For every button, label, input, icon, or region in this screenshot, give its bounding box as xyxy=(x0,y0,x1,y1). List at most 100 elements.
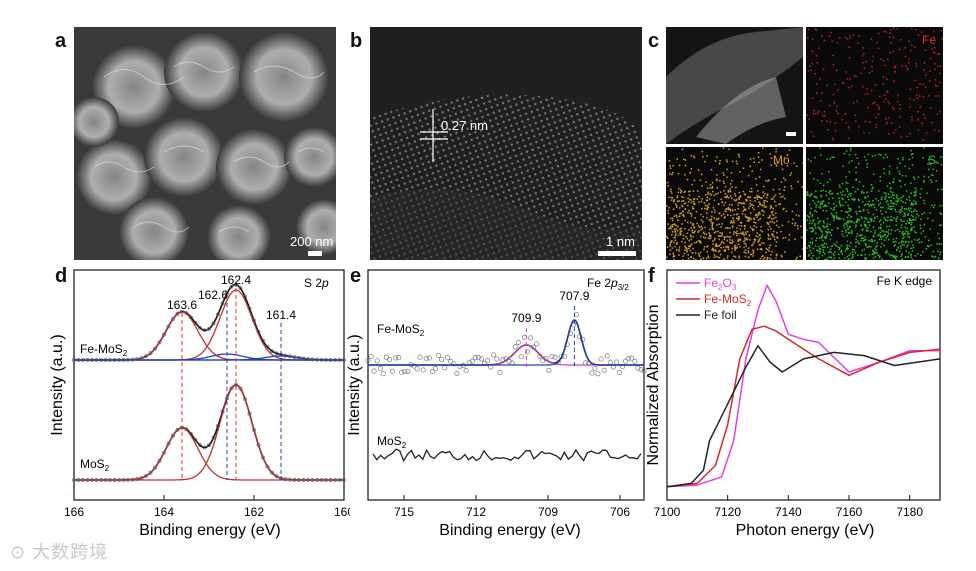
eds-dot xyxy=(900,247,902,249)
eds-dot xyxy=(722,259,725,260)
chart-d-point xyxy=(283,353,288,358)
eds-dot xyxy=(880,236,882,238)
eds-dot xyxy=(901,220,903,222)
eds-dot xyxy=(744,193,747,196)
eds-dot xyxy=(840,191,842,194)
eds-dot xyxy=(716,187,718,189)
eds-dot xyxy=(776,165,778,167)
eds-dot xyxy=(903,233,905,235)
eds-dot xyxy=(837,193,839,195)
eds-dot xyxy=(896,216,898,218)
eds-dot xyxy=(910,247,912,249)
eds-dot xyxy=(866,209,869,211)
eds-dot xyxy=(670,241,673,243)
eds-dot xyxy=(822,68,825,70)
eds-dot xyxy=(842,204,844,206)
eds-dot xyxy=(717,250,720,253)
eds-dot xyxy=(862,210,865,212)
eds-dot xyxy=(818,220,820,223)
eds-dot xyxy=(744,214,747,216)
eds-dot xyxy=(809,241,811,244)
eds-dot xyxy=(819,182,822,184)
eds-dot xyxy=(878,153,880,156)
eds-dot xyxy=(942,135,943,138)
eds-dot xyxy=(793,162,795,165)
eds-dot xyxy=(731,247,733,250)
eds-dot xyxy=(839,217,842,220)
eds-dot xyxy=(890,190,892,193)
eds-dot xyxy=(759,234,761,236)
eds-dot xyxy=(887,59,889,61)
eds-dot xyxy=(709,193,711,195)
eds-dot xyxy=(904,256,907,258)
eds-dot xyxy=(872,55,875,58)
eds-dot xyxy=(907,208,910,210)
chart-e-point xyxy=(420,367,426,373)
eds-dot xyxy=(849,147,852,150)
eds-dot xyxy=(884,233,886,236)
eds-dot xyxy=(700,213,702,216)
eds-dot xyxy=(850,149,852,152)
eds-dot xyxy=(823,39,826,42)
eds-dot xyxy=(904,215,906,217)
eds-dot xyxy=(698,254,700,256)
eds-dot xyxy=(800,236,803,239)
eds-dot xyxy=(769,207,772,209)
eds-dot xyxy=(890,202,893,204)
chart-e-point xyxy=(389,368,396,374)
eds-dot xyxy=(686,237,688,240)
eds-dot xyxy=(824,246,826,248)
eds-dot xyxy=(782,195,784,198)
eds-dot xyxy=(830,212,833,215)
eds-dot xyxy=(848,154,851,156)
eds-dot xyxy=(911,250,914,252)
eds-dot xyxy=(719,160,721,162)
eds-dot xyxy=(731,204,733,206)
eds-dot xyxy=(727,214,729,216)
eds-dot xyxy=(731,186,733,188)
chart-d-point xyxy=(76,478,81,482)
eds-dot xyxy=(808,118,810,120)
eds-dot xyxy=(844,250,847,252)
eds-dot xyxy=(712,248,714,250)
eds-dot xyxy=(904,183,906,186)
eds-dot xyxy=(889,219,891,221)
eds-dot xyxy=(679,189,682,191)
eds-dot xyxy=(821,231,823,233)
eds-dot xyxy=(769,238,772,240)
eds-dot xyxy=(710,194,713,196)
chart-d-frame xyxy=(73,269,345,501)
eds-dot xyxy=(733,213,735,216)
eds-dot xyxy=(730,214,732,217)
eds-dot xyxy=(671,234,673,236)
chart-d-point xyxy=(157,458,162,463)
eds-dot xyxy=(875,116,877,119)
eds-dot xyxy=(672,171,674,174)
chart-d-point xyxy=(229,284,234,289)
eds-dot xyxy=(871,89,873,92)
eds-dot xyxy=(861,229,864,231)
eds-dot xyxy=(731,226,734,228)
eds-dot xyxy=(806,219,808,221)
eds-dot xyxy=(783,189,785,191)
eds-dot xyxy=(847,228,850,231)
chart-d-point xyxy=(108,478,112,482)
haadf-texture xyxy=(666,27,803,144)
eds-dot xyxy=(876,244,878,247)
eds-dot xyxy=(666,181,669,184)
eds-dot xyxy=(704,204,707,207)
eds-dot xyxy=(856,100,858,103)
eds-dot xyxy=(709,184,712,186)
eds-dot xyxy=(737,239,739,241)
eds-dot xyxy=(906,246,908,248)
eds-dot xyxy=(826,234,828,237)
chart-e-series-label-femos2: Fe-MoS2 xyxy=(377,322,425,338)
eds-dot xyxy=(846,38,849,41)
eds-dot xyxy=(770,198,773,200)
eds-dot xyxy=(692,252,694,254)
eds-dot xyxy=(909,106,911,109)
eds-dot xyxy=(712,228,714,231)
eds-dot xyxy=(740,221,742,224)
chart-f-series-fe-foil xyxy=(666,345,941,488)
